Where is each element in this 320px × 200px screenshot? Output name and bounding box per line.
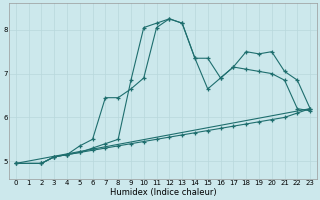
X-axis label: Humidex (Indice chaleur): Humidex (Indice chaleur) <box>110 188 216 197</box>
